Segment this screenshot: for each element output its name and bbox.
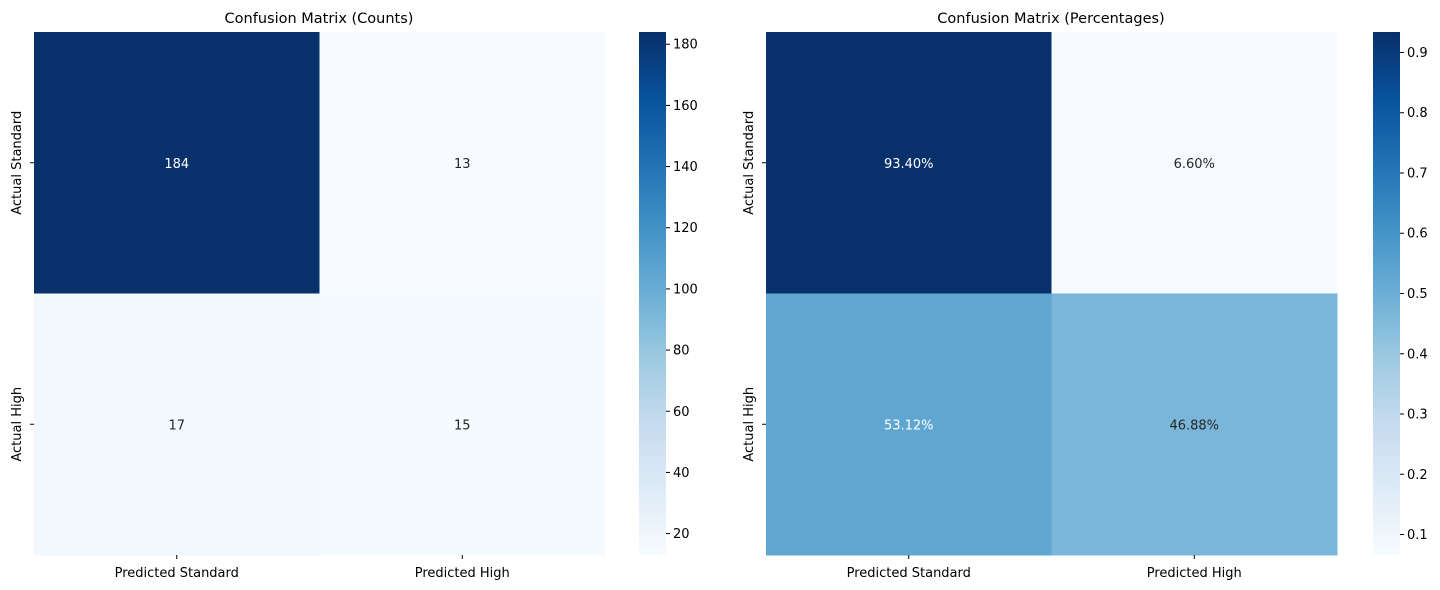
heatmap-cell bbox=[34, 32, 320, 294]
colorbar-tick-label: 0.6 bbox=[1407, 227, 1428, 242]
cell-value-label: 184 bbox=[164, 157, 189, 172]
y-tick-label: Actual Standard bbox=[742, 111, 757, 215]
heatmap-cell bbox=[319, 32, 606, 294]
heatmap-cell bbox=[319, 293, 606, 556]
colorbar bbox=[639, 32, 666, 555]
x-tick-label: Predicted High bbox=[415, 566, 510, 581]
cell-value-label: 93.40% bbox=[884, 157, 934, 172]
chart-title: Confusion Matrix (Counts) bbox=[225, 11, 414, 27]
colorbar-tick-label: 100 bbox=[673, 282, 698, 297]
cell-value-label: 15 bbox=[454, 418, 471, 433]
heatmap-cell bbox=[766, 32, 1052, 294]
colorbar bbox=[1373, 32, 1400, 555]
colorbar-tick-label: 0.4 bbox=[1407, 347, 1428, 362]
colorbar-tick-label: 0.9 bbox=[1407, 46, 1428, 61]
colorbar-tick-label: 80 bbox=[673, 344, 690, 359]
colorbar-tick-label: 0.2 bbox=[1407, 468, 1428, 483]
colorbar-tick-label: 0.3 bbox=[1407, 408, 1428, 423]
chart-title: Confusion Matrix (Percentages) bbox=[937, 11, 1164, 27]
cell-value-label: 53.12% bbox=[884, 418, 934, 433]
colorbar-tick-label: 180 bbox=[673, 38, 698, 53]
y-tick-label: Actual High bbox=[10, 387, 25, 462]
colorbar-tick-label: 140 bbox=[673, 160, 698, 175]
colorbar-tick-label: 160 bbox=[673, 99, 698, 114]
x-tick-label: Predicted High bbox=[1147, 566, 1242, 581]
x-tick-label: Predicted Standard bbox=[115, 566, 239, 581]
heatmap-cell bbox=[766, 293, 1052, 556]
x-tick-label: Predicted Standard bbox=[847, 566, 971, 581]
colorbar-tick-label: 60 bbox=[673, 405, 690, 420]
heatmap-cell bbox=[1051, 293, 1338, 556]
heatmap-cell bbox=[1051, 32, 1338, 294]
colorbar-tick-label: 0.5 bbox=[1407, 287, 1428, 302]
colorbar-tick-label: 0.8 bbox=[1407, 106, 1428, 121]
cell-value-label: 17 bbox=[168, 418, 185, 433]
cell-value-label: 13 bbox=[454, 157, 471, 172]
colorbar-tick-label: 120 bbox=[673, 221, 698, 236]
colorbar-tick-label: 20 bbox=[673, 527, 690, 542]
colorbar-tick-label: 40 bbox=[673, 466, 690, 481]
counts-heatmap-panel: Confusion Matrix (Counts) 184 13 17 15 Pred… bbox=[10, 11, 698, 581]
y-tick-label: Actual High bbox=[742, 387, 757, 462]
cell-value-label: 46.88% bbox=[1169, 418, 1219, 433]
percentages-heatmap-panel: Confusion Matrix (Percentages) 93.40% 6.6… bbox=[742, 11, 1428, 581]
colorbar-tick-label: 0.1 bbox=[1407, 528, 1428, 543]
cell-value-label: 6.60% bbox=[1174, 157, 1215, 172]
y-tick-label: Actual Standard bbox=[10, 111, 25, 215]
heatmap-cell bbox=[34, 293, 320, 556]
colorbar-tick-label: 0.7 bbox=[1407, 166, 1428, 181]
